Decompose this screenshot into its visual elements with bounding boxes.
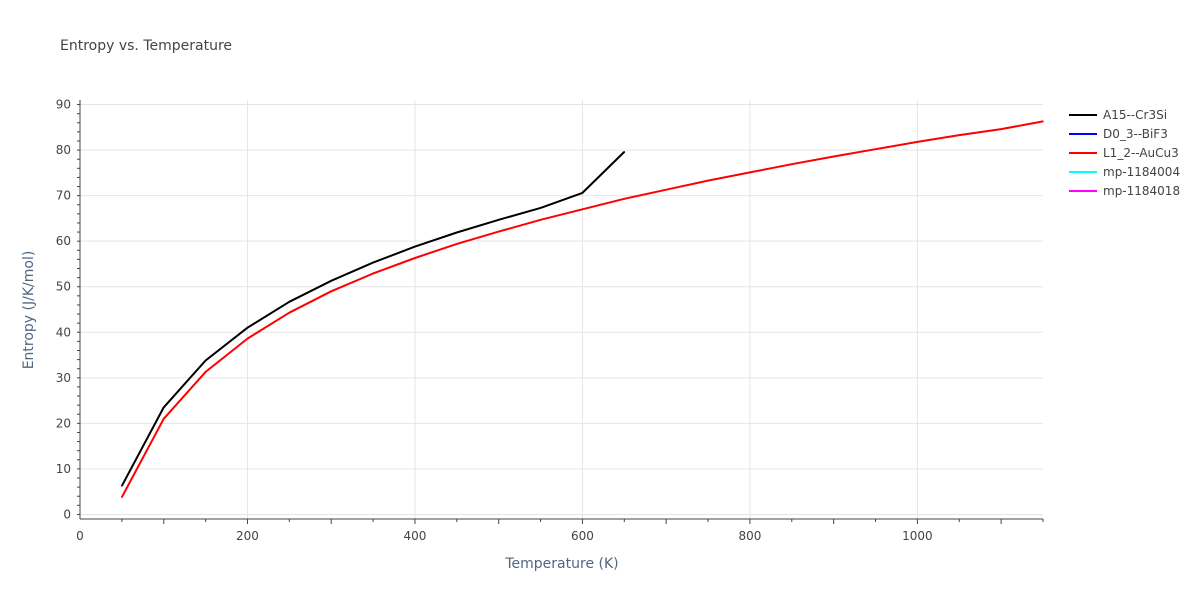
y-tick-label: 90 — [56, 98, 71, 112]
legend[interactable]: A15--Cr3Si D0_3--BiF3 L1_2--AuCu3 mp-118400… — [1069, 108, 1180, 198]
data-point — [330, 280, 333, 282]
data-point — [497, 230, 500, 233]
axes: 0 200 400 600 800 1000 0 10 20 30 40 50 60 70 80 90 — [56, 98, 1044, 543]
data-point — [372, 261, 374, 264]
legend-label: D0_3--BiF3 — [1103, 127, 1168, 141]
data-point — [121, 484, 123, 487]
series-line-0[interactable] — [121, 151, 625, 487]
data-point — [246, 326, 249, 329]
x-tick-label: 1000 — [902, 529, 933, 543]
data-point — [162, 406, 165, 409]
data-point — [749, 171, 751, 174]
data-point — [456, 231, 458, 234]
data-point — [707, 179, 709, 182]
data-point — [581, 192, 584, 194]
data-point — [162, 418, 165, 420]
data-point — [204, 359, 207, 362]
legend-item[interactable]: D0_3--BiF3 — [1069, 127, 1168, 141]
data-point — [665, 188, 667, 191]
y-axis-title: Entropy (J/K/mol) — [21, 251, 37, 370]
y-tick-label: 40 — [56, 325, 71, 339]
data-point — [916, 141, 919, 143]
data-point — [121, 496, 123, 498]
chart-title: Entropy vs. Temperature — [60, 38, 232, 54]
y-tick-label: 60 — [56, 234, 71, 248]
data-point — [539, 218, 542, 221]
y-tick-label: 20 — [56, 416, 71, 430]
data-point — [288, 300, 291, 303]
data-point — [958, 134, 961, 136]
legend-item[interactable]: mp-1184004 — [1069, 165, 1180, 179]
x-axis-title: Temperature (K) — [504, 556, 618, 572]
series-layer — [121, 120, 1044, 498]
data-point — [330, 290, 333, 293]
y-tick-label: 70 — [56, 189, 71, 203]
y-tick-label: 50 — [56, 280, 71, 294]
x-tick-label: 200 — [236, 529, 259, 543]
data-point — [539, 207, 542, 209]
data-point — [623, 198, 626, 200]
legend-item[interactable]: mp-1184018 — [1069, 184, 1180, 198]
data-point — [414, 257, 416, 259]
y-tick-label: 30 — [56, 371, 71, 385]
data-point — [623, 151, 626, 153]
y-tick-label: 0 — [63, 507, 71, 521]
data-point — [288, 311, 291, 314]
x-tick-label: 400 — [404, 529, 427, 543]
y-tick-label: 80 — [56, 143, 71, 157]
data-point — [246, 337, 249, 340]
data-point — [204, 371, 207, 373]
data-point — [1042, 120, 1044, 123]
data-point — [414, 245, 416, 248]
legend-label: mp-1184004 — [1103, 165, 1180, 179]
legend-label: L1_2--AuCu3 — [1103, 146, 1179, 160]
data-point — [1000, 128, 1002, 130]
y-tick-label: 10 — [56, 462, 71, 476]
data-point — [372, 272, 374, 275]
x-tick-label: 0 — [76, 529, 84, 543]
data-point — [874, 148, 877, 150]
legend-item[interactable]: A15--Cr3Si — [1069, 108, 1167, 122]
data-point — [497, 218, 500, 221]
x-tick-label: 800 — [738, 529, 761, 543]
grid-lines — [80, 100, 1043, 519]
data-point — [456, 243, 458, 245]
data-point — [581, 208, 584, 211]
data-point — [790, 163, 793, 166]
legend-label: A15--Cr3Si — [1103, 108, 1167, 122]
data-point — [832, 155, 835, 158]
x-tick-label: 600 — [571, 529, 594, 543]
legend-label: mp-1184018 — [1103, 184, 1180, 198]
legend-item[interactable]: L1_2--AuCu3 — [1069, 146, 1179, 160]
